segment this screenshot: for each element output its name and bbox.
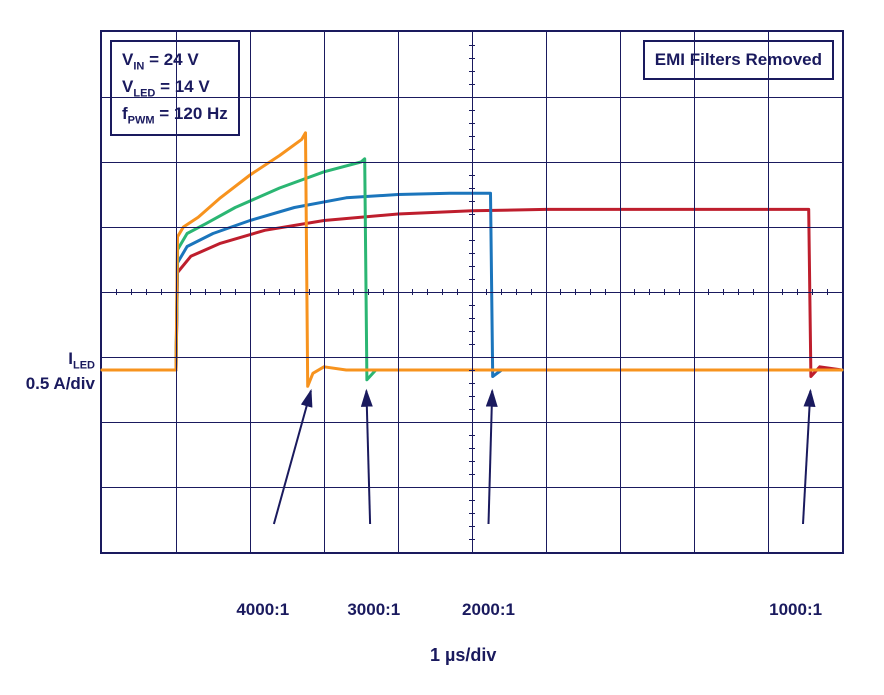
oscilloscope-chart: VIN = 24 VVLED = 14 VfPWM = 120 Hz EMI F… bbox=[20, 20, 864, 675]
ratio-label-4000:1: 4000:1 bbox=[236, 600, 289, 620]
emi-box: EMI Filters Removed bbox=[643, 40, 834, 80]
ratio-label-3000:1: 3000:1 bbox=[347, 600, 400, 620]
ratio-label-2000:1: 2000:1 bbox=[462, 600, 515, 620]
y-axis-label: ILED0.5 A/div bbox=[20, 348, 95, 395]
x-axis-label: 1 µs/div bbox=[430, 645, 496, 666]
plot-area: VIN = 24 VVLED = 14 VfPWM = 120 Hz EMI F… bbox=[100, 30, 844, 554]
ratio-label-1000:1: 1000:1 bbox=[769, 600, 822, 620]
